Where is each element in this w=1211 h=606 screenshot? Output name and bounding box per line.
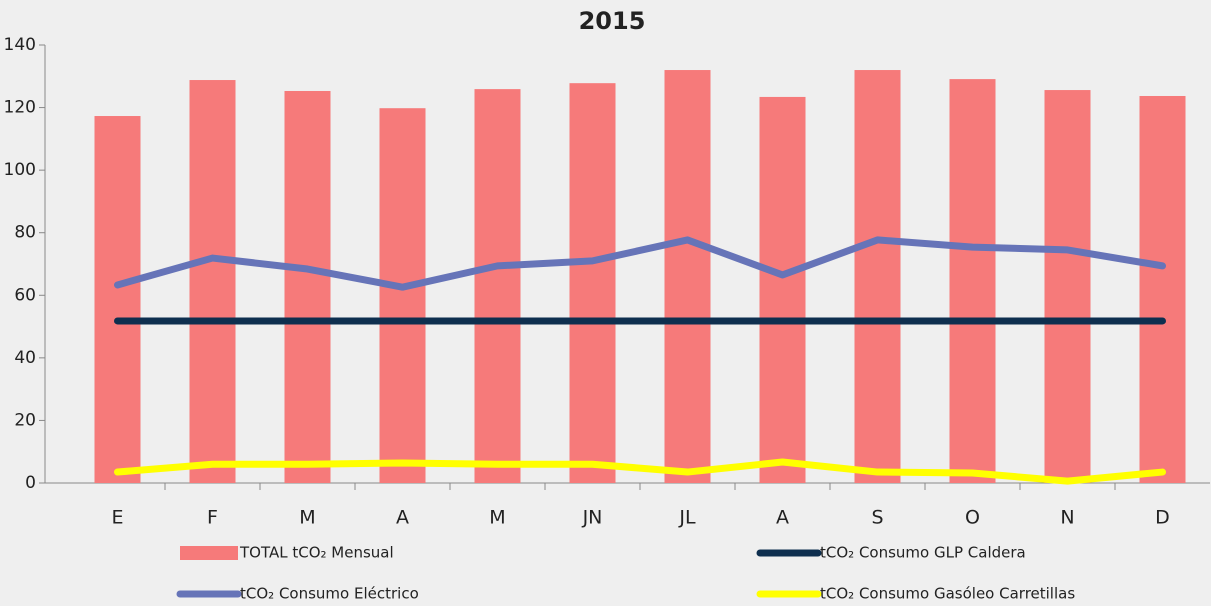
bar xyxy=(474,89,521,483)
bar xyxy=(664,70,711,484)
bar xyxy=(569,83,616,483)
x-tick-label: S xyxy=(871,507,883,529)
legend-swatch xyxy=(180,546,238,560)
x-tick-label: JL xyxy=(678,507,696,529)
bar xyxy=(759,96,806,483)
x-tick-label: O xyxy=(965,507,980,529)
bar xyxy=(94,116,141,484)
x-tick-label: E xyxy=(111,507,123,529)
x-tick-label: N xyxy=(1060,507,1074,529)
legend-label: TOTAL tCO₂ Mensual xyxy=(239,544,394,562)
chart-title: 2015 xyxy=(579,7,646,35)
x-tick-label: M xyxy=(489,507,505,529)
bar xyxy=(189,80,236,483)
bar xyxy=(854,70,901,484)
legend-label: tCO₂ Consumo GLP Caldera xyxy=(820,544,1026,562)
bar xyxy=(379,108,426,483)
y-tick-label: 20 xyxy=(14,410,36,430)
x-tick-label: JN xyxy=(582,507,603,529)
y-tick-label: 80 xyxy=(14,223,36,243)
x-tick-label: M xyxy=(299,507,315,529)
x-tick-label: F xyxy=(207,507,218,529)
legend-label: tCO₂ Consumo Eléctrico xyxy=(240,585,419,603)
y-tick-label: 0 xyxy=(25,473,36,493)
legend-label: tCO₂ Consumo Gasóleo Carretillas xyxy=(820,585,1075,603)
y-tick-label: 100 xyxy=(4,160,36,180)
line xyxy=(114,458,1166,485)
bar xyxy=(1044,90,1091,484)
x-tick-label: D xyxy=(1155,507,1170,529)
bar xyxy=(284,90,331,484)
bar xyxy=(949,79,996,483)
y-tick-label: 40 xyxy=(14,348,36,368)
y-tick-label: 60 xyxy=(14,285,36,305)
y-tick-label: 140 xyxy=(4,35,36,55)
y-tick-label: 120 xyxy=(4,98,36,118)
line xyxy=(114,236,1166,291)
bar xyxy=(1139,95,1186,483)
x-tick-label: A xyxy=(776,507,789,529)
x-tick-label: A xyxy=(396,507,409,529)
